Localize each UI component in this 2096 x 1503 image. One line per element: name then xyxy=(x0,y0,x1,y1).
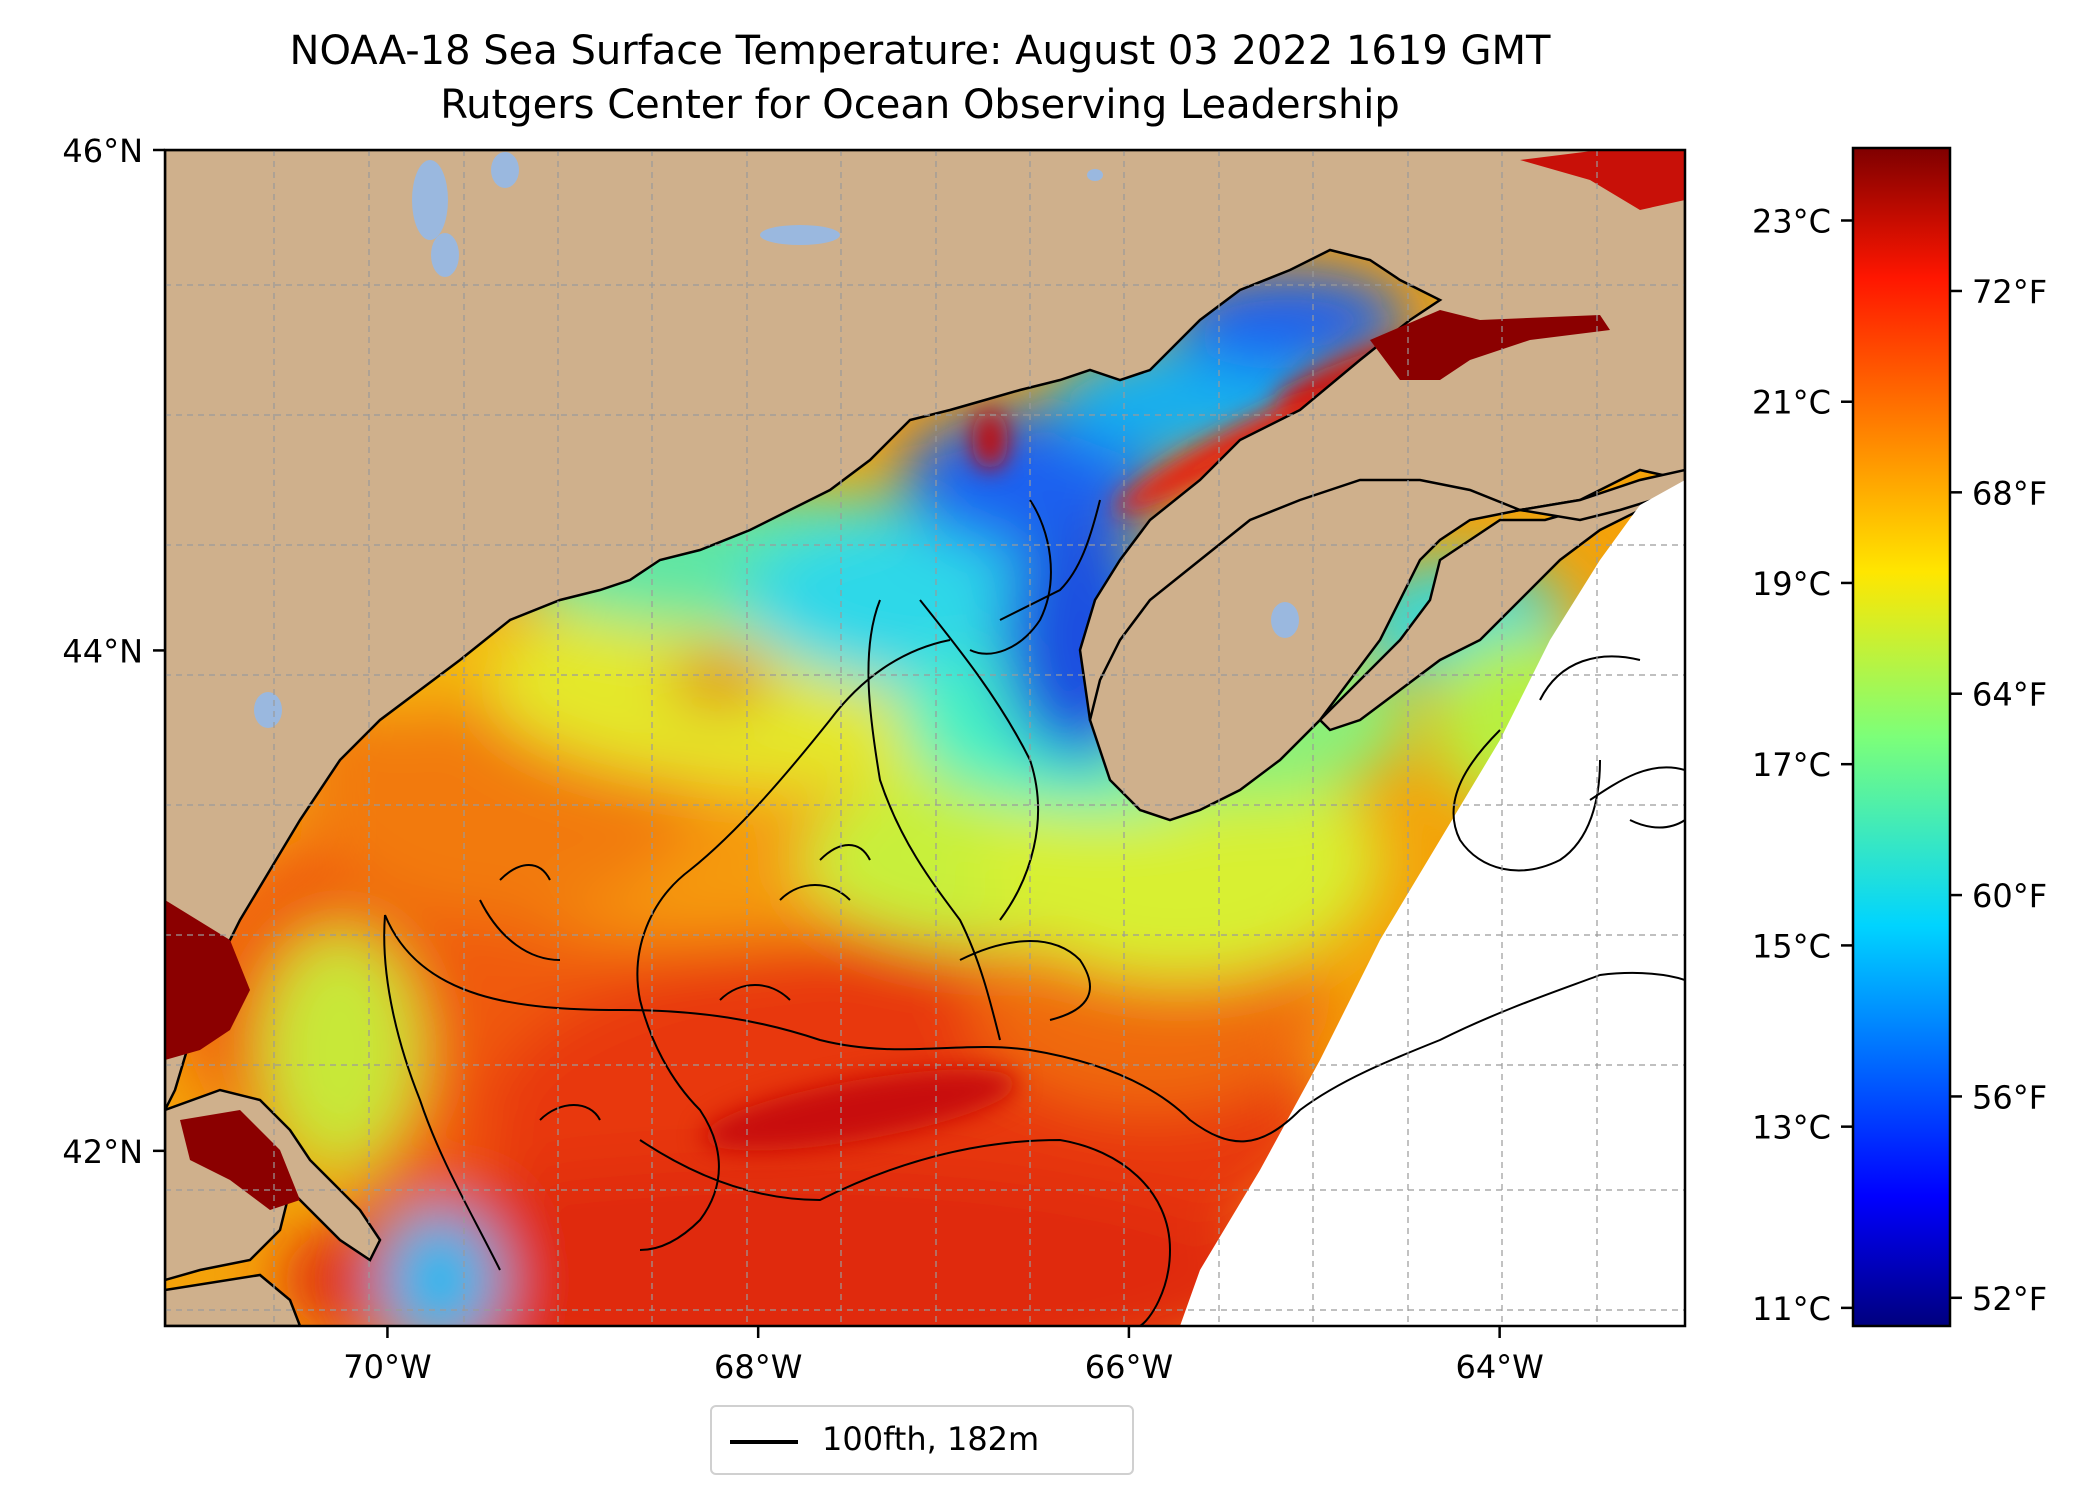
celsius-tick-label: 21°C xyxy=(1752,384,1831,422)
lon-tick-label: 68°W xyxy=(714,1348,802,1386)
celsius-tick-label: 11°C xyxy=(1752,1290,1831,1328)
lon-tick-label: 70°W xyxy=(343,1348,431,1386)
fahrenheit-tick-label: 56°F xyxy=(1972,1078,2047,1116)
legend-line-swatch xyxy=(730,1440,798,1444)
no-data-region xyxy=(1180,480,1685,1326)
lat-tick-label: 44°N xyxy=(62,632,143,670)
warm-basin-minas xyxy=(1370,310,1610,380)
celsius-tick-label: 13°C xyxy=(1752,1109,1831,1147)
fahrenheit-tick-label: 64°F xyxy=(1972,676,2047,714)
warm-cape-cod-bay xyxy=(180,1110,300,1210)
fahrenheit-tick-label: 72°F xyxy=(1972,273,2047,311)
map-legend: 100fth, 182m xyxy=(710,1405,1134,1475)
fahrenheit-tick-label: 52°F xyxy=(1972,1280,2047,1318)
lat-tick-label: 46°N xyxy=(62,132,143,170)
land-southern-new-england xyxy=(165,1273,302,1326)
graticule xyxy=(165,150,1685,1326)
map-subtitle: Rutgers Center for Ocean Observing Leade… xyxy=(440,82,1400,128)
warm-northeast-patch xyxy=(1520,150,1685,210)
celsius-tick-label: 15°C xyxy=(1752,927,1831,965)
celsius-tick-label: 17°C xyxy=(1752,746,1831,784)
map-frame xyxy=(163,148,1687,1328)
map-title: NOAA-18 Sea Surface Temperature: August … xyxy=(289,28,1551,74)
lon-tick-label: 66°W xyxy=(1085,1348,1173,1386)
colorbar-gradient xyxy=(1851,146,1952,1328)
map-plot-area xyxy=(165,150,1685,1326)
fahrenheit-tick-label: 68°F xyxy=(1972,474,2047,512)
legend-label: 100fth, 182m xyxy=(822,1420,1040,1458)
lat-tick-label: 42°N xyxy=(62,1133,143,1171)
colorbar-axes: 23°C 21°C 19°C 17°C 15°C 13°C 11°C 72°F 68°F 64°F… xyxy=(1752,202,2047,1327)
lon-tick-label: 64°W xyxy=(1455,1348,1543,1386)
lakes xyxy=(254,152,1299,728)
celsius-tick-label: 23°C xyxy=(1752,202,1831,240)
warm-coastal-patch xyxy=(165,900,250,1060)
land-nova-scotia-peninsula xyxy=(1088,468,1685,822)
map-axes: 70°W 68°W 66°W 64°W 46°N 44°N 42°N xyxy=(62,132,1543,1386)
fahrenheit-tick-label: 60°F xyxy=(1972,877,2047,915)
celsius-tick-label: 19°C xyxy=(1752,565,1831,603)
